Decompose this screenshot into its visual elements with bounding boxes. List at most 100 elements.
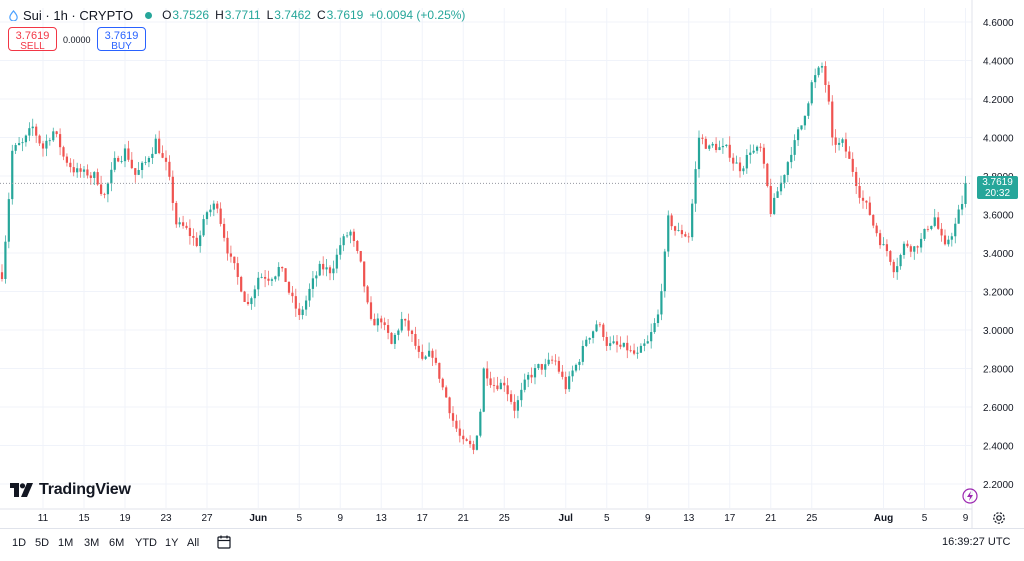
candle-body [820,66,824,68]
time-tick-label: 11 [38,513,49,524]
candle-body [725,144,728,146]
candle-body [650,332,653,342]
sell-price: 3.7619 [15,30,50,42]
tradingview-logo[interactable]: TradingView [10,481,131,499]
timeframe-button[interactable]: 1Y [165,537,179,549]
candle-body [369,302,373,319]
time-axis[interactable]: 11 15 19 23 27 Jun 5 9 13 17 21 25 Jul 5 9 13 17 21 25 Aug 5… [0,508,972,524]
candle-body [489,378,492,386]
time-tick-label: 17 [417,513,429,524]
candle-body [424,356,427,359]
open-value: 3.7526 [172,8,210,22]
candle-body [48,140,51,142]
buy-label: BUY [111,41,132,52]
candle-body [865,200,868,203]
candle-body [410,330,414,334]
lightning-icon[interactable] [962,488,978,504]
symbol-title[interactable]: Sui · 1h · CRYPTO [8,8,133,23]
candle-body [568,376,571,390]
candle-body [260,276,263,278]
change-value: +0.0094 (+0.25%) [369,8,466,22]
candle-body [755,146,759,151]
candle-body [848,151,851,159]
candle-body [468,440,472,445]
candle-body [451,413,455,421]
chart-grid [0,8,972,508]
candle-body [479,411,482,436]
candle-body [554,360,557,362]
timeframe-button[interactable]: 6M [109,537,125,549]
candle-body [281,266,284,269]
timeframe-button[interactable]: 1D [12,537,27,549]
candle-body [486,368,489,379]
calendar-range-icon[interactable] [216,534,232,550]
high-value: 3.7711 [224,8,261,22]
time-tick-label: Aug [874,513,893,524]
sell-label: SELL [20,41,45,52]
candle-body [113,157,116,170]
price-axis[interactable]: 4.60004.40004.20004.00003.80003.60003.40… [971,0,1014,528]
candle-body [291,292,294,297]
time-tick-label: 5 [604,513,610,524]
candle-body [315,275,318,279]
candle-body [622,342,625,347]
timeframe-button[interactable]: 5D [35,537,50,549]
sell-button[interactable]: 3.7619 SELL [8,27,57,52]
candle-body [216,203,219,209]
candle-body [605,336,608,346]
candle-body [766,163,769,187]
utc-clock[interactable]: 16:39:27 UTC [942,536,1011,548]
buy-button[interactable]: 3.7619 BUY [97,27,146,52]
candle-body [509,394,513,402]
last-price-value: 3.7619 [982,177,1013,188]
candle-body [240,276,243,292]
candle-body [21,142,24,144]
candle-body [585,339,588,346]
candle-body [229,253,233,257]
candle-body [171,176,174,203]
candle-body [400,318,403,331]
timeframe-button[interactable]: YTD [135,537,157,549]
close-value: 3.7619 [326,8,364,22]
candle-body [926,228,930,230]
time-tick-label: 9 [645,513,651,524]
bottom-toolbar: 1D 5D 1M 3M 6M YTD 1Y All [0,528,1024,561]
time-tick-label: 9 [963,513,969,524]
candle-body [376,318,379,326]
candle-body [896,266,899,273]
candle-body [578,361,581,365]
candle-body [175,202,178,225]
candle-body [694,169,697,204]
candle-body [158,138,161,154]
candle-body [937,217,940,229]
candle-body [250,298,253,305]
candle-body [178,222,181,225]
candle-body [923,228,926,239]
candle-body [475,435,479,450]
gear-icon[interactable] [992,511,1006,525]
candle-body [301,309,304,316]
candle-body [65,156,69,163]
candle-body [612,341,615,344]
candle-body [356,240,359,251]
candle-body [793,140,796,155]
last-price-tag: 3.7619 20:32 [977,176,1018,199]
timeframe-button[interactable]: 1M [58,537,74,549]
candle-body [786,162,789,175]
candle-body [523,379,526,390]
timeframe-button[interactable]: All [187,537,200,549]
candle-body [837,142,841,145]
candle-body [670,215,673,227]
time-tick-label: 25 [499,513,511,524]
timeframe-button[interactable]: 3M [84,537,100,549]
candle-body [106,183,110,195]
candle-body [164,157,168,162]
candle-body [448,397,451,414]
candle-body [93,172,96,178]
candle-body [0,272,4,279]
candle-body [547,359,550,365]
candle-body [629,350,632,352]
price-tick-label: 3.2000 [983,288,1014,299]
candle-body [28,128,31,136]
